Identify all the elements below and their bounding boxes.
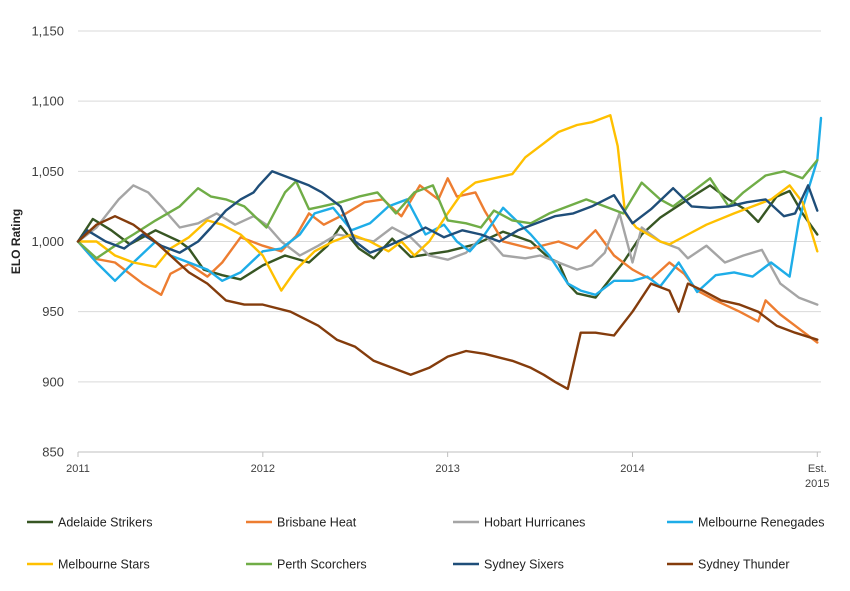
legend-label: Melbourne Stars [58, 558, 150, 572]
series-line-melbourne-renegades [76, 116, 823, 296]
series-line-melbourne-stars [76, 113, 819, 292]
legend-item-melbourne-renegades: Melbourne Renegades [667, 516, 824, 530]
legend-label: Hobart Hurricanes [484, 516, 585, 530]
y-tick-label: 950 [42, 304, 64, 319]
series-lines [76, 113, 823, 391]
x-tick-label: Est. 2015 [805, 463, 829, 490]
y-tick-label: 900 [42, 374, 64, 389]
y-tick-label: 850 [42, 445, 64, 460]
y-tick-label: 1,100 [31, 94, 64, 109]
x-tick-label: 2013 [435, 463, 459, 475]
series-line-hobart-hurricanes [76, 184, 819, 306]
legend-item-brisbane-heat: Brisbane Heat [246, 516, 357, 530]
x-tick-label: 2014 [620, 463, 644, 475]
y-tick-label: 1,150 [31, 24, 64, 39]
legend-item-sydney-thunder: Sydney Thunder [667, 558, 790, 572]
legend-label: Brisbane Heat [277, 516, 357, 530]
y-axis-title: ELO Rating [9, 209, 23, 274]
legend-label: Perth Scorchers [277, 558, 367, 572]
legend-item-perth-scorchers: Perth Scorchers [246, 558, 367, 572]
legend-label: Sydney Sixers [484, 558, 564, 572]
series-line-adelaide-strikers [76, 184, 819, 299]
series-line-sydney-sixers [76, 170, 819, 254]
legend-item-sydney-sixers: Sydney Sixers [453, 558, 564, 572]
series-line-perth-scorchers [76, 158, 819, 260]
axes: 850 900 950 1,000 1,050 1,100 1,150 2011 2012 201… [9, 24, 830, 491]
y-tick-label: 1,050 [31, 164, 64, 179]
gridlines [78, 30, 821, 453]
legend-label: Melbourne Renegades [698, 516, 824, 530]
legend-item-hobart-hurricanes: Hobart Hurricanes [453, 516, 585, 530]
x-tick-label: 2011 [66, 463, 90, 475]
y-tick-label: 1,000 [31, 234, 64, 249]
legend-label: Sydney Thunder [698, 558, 790, 572]
series-line-sydney-thunder [76, 214, 819, 391]
legend: Adelaide Strikers Brisbane Heat Hobart Hur… [27, 516, 824, 572]
x-tick-label: 2012 [251, 463, 275, 475]
legend-label: Adelaide Strikers [58, 516, 153, 530]
legend-item-melbourne-stars: Melbourne Stars [27, 558, 150, 572]
legend-item-adelaide-strikers: Adelaide Strikers [27, 516, 153, 530]
